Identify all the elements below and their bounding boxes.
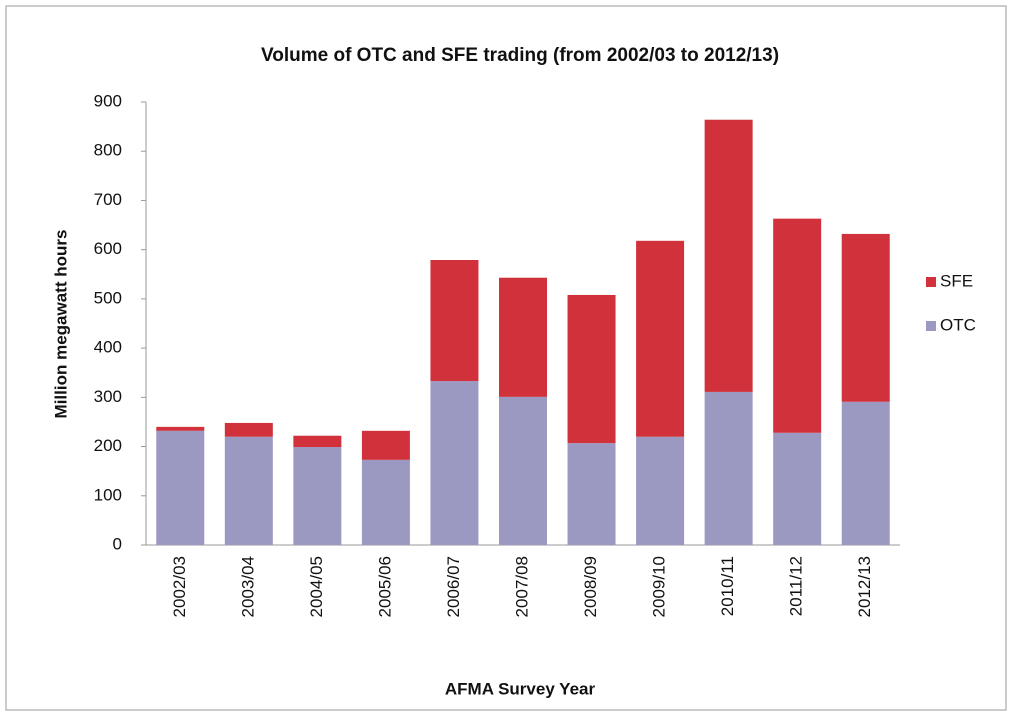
x-tick-label: 2008/09	[581, 556, 600, 617]
x-tick-label: 2005/06	[375, 556, 394, 617]
bar-segment	[636, 436, 685, 545]
bar-segment	[361, 459, 410, 545]
y-tick-label: 500	[94, 288, 122, 307]
bar-segment	[156, 426, 205, 431]
y-tick-label: 300	[94, 387, 122, 406]
x-tick-label: 2010/11	[718, 556, 737, 616]
bar-segment	[293, 435, 342, 448]
bar-segment	[224, 436, 273, 545]
y-axis-title: Million megawatt hours	[51, 230, 70, 419]
bar-segment	[841, 233, 890, 402]
bar-segment	[773, 218, 822, 433]
bar-segment	[704, 119, 753, 392]
y-tick-label: 700	[94, 190, 122, 209]
y-tick-label: 900	[94, 91, 122, 110]
x-tick-label: 2012/13	[855, 556, 874, 617]
bar-segment	[499, 396, 547, 545]
bar-segment	[224, 422, 273, 437]
chart-title: Volume of OTC and SFE trading (from 2002…	[261, 45, 779, 66]
x-tick-label: 2007/08	[512, 556, 531, 617]
y-tick-label: 400	[94, 338, 122, 357]
x-tick-label: 2004/05	[307, 556, 326, 617]
y-tick-label: 0	[113, 534, 122, 553]
bar-segment	[567, 443, 616, 545]
legend-swatch	[926, 321, 936, 331]
x-tick-label: 2011/12	[787, 556, 806, 616]
y-tick-label: 200	[94, 436, 122, 455]
bar-segment	[704, 391, 753, 545]
x-tick-label: 2006/07	[444, 556, 463, 617]
bar-segment	[499, 277, 547, 397]
bar-segment	[430, 260, 479, 382]
bar-segment	[567, 294, 616, 444]
bar-segment	[361, 430, 410, 460]
y-tick-label: 600	[94, 239, 122, 258]
x-tick-label: 2003/04	[238, 556, 257, 617]
x-tick-label: 2009/10	[650, 556, 669, 617]
legend-label: SFE	[940, 271, 973, 290]
y-tick-label: 100	[94, 485, 122, 504]
legend-label: OTC	[940, 315, 976, 334]
bar-segment	[841, 401, 890, 545]
x-axis-title: AFMA Survey Year	[445, 679, 596, 698]
bar-segment	[156, 430, 205, 545]
bar-segment	[293, 447, 342, 545]
bar-segment	[430, 381, 479, 545]
legend-swatch	[926, 277, 936, 287]
x-tick-label: 2002/03	[170, 556, 189, 617]
bar-segment	[773, 432, 822, 545]
y-tick-label: 800	[94, 141, 122, 160]
bar-segment	[636, 240, 685, 437]
